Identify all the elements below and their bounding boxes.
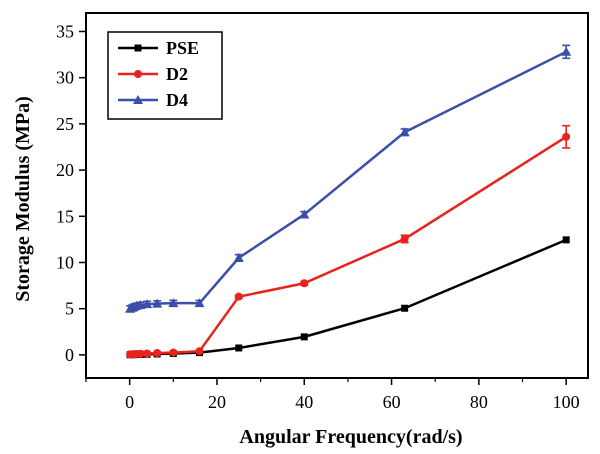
- x-tick-label: 100: [553, 392, 580, 412]
- data-point: [561, 46, 572, 56]
- data-point: [169, 348, 178, 357]
- data-point: [136, 349, 145, 358]
- plot-frame-layer: [85, 12, 589, 379]
- data-point: [142, 299, 153, 309]
- data-point: [401, 304, 409, 312]
- legend: PSE D2 D4: [107, 31, 223, 120]
- data-point: [299, 209, 310, 219]
- data-point: [235, 344, 243, 352]
- data-point: [300, 333, 308, 341]
- legend-marker: [133, 95, 143, 104]
- legend-label: D2: [166, 64, 188, 84]
- y-tick-label: 5: [65, 299, 74, 319]
- x-tick-label: 20: [208, 392, 226, 412]
- legend-item-d4: D4: [118, 90, 188, 110]
- y-tick-label: 30: [56, 68, 74, 88]
- y-axis-title: Storage Modulus (MPa): [12, 96, 34, 302]
- data-point: [562, 132, 571, 141]
- legend-marker: [134, 44, 142, 52]
- data-point: [168, 298, 179, 308]
- y-tick-label: 20: [56, 160, 74, 180]
- series-d2: [126, 124, 571, 359]
- data-point: [152, 298, 163, 308]
- x-tick-label: 0: [125, 392, 134, 412]
- data-point: [234, 292, 243, 301]
- x-axis-ticks: 0 20 40 60 80 100: [85, 378, 580, 412]
- y-axis-ticks: 0 5 10 15 20 25 30 35: [56, 21, 86, 365]
- legend-label: PSE: [166, 38, 199, 58]
- series-pse: [126, 236, 570, 359]
- data-point: [143, 349, 152, 358]
- data-point: [153, 349, 162, 358]
- y-tick-label: 25: [56, 114, 74, 134]
- series-line: [130, 238, 567, 356]
- data-point: [195, 347, 204, 356]
- data-point: [399, 127, 410, 137]
- legend-box: [107, 31, 223, 120]
- legend-marker: [134, 70, 142, 78]
- series-line: [129, 135, 567, 356]
- data-point: [233, 252, 244, 262]
- x-tick-label: 40: [295, 392, 313, 412]
- x-tick-label: 80: [470, 392, 488, 412]
- legend-label: D4: [166, 90, 188, 110]
- y-tick-label: 0: [65, 345, 74, 365]
- y-tick-label: 15: [56, 206, 74, 226]
- y-tick-label: 10: [56, 252, 74, 272]
- data-point: [300, 279, 309, 288]
- plot-frame: [85, 12, 589, 379]
- data-point: [562, 236, 570, 244]
- series-d4: [125, 44, 572, 313]
- y-tick-label: 35: [56, 21, 74, 41]
- data-point: [400, 234, 409, 243]
- legend-item-pse: PSE: [118, 38, 199, 58]
- series-layer: [125, 44, 572, 359]
- x-axis-title: Angular Frequency(rad/s): [239, 426, 462, 448]
- legend-item-d2: D2: [118, 64, 188, 84]
- x-tick-label: 60: [383, 392, 401, 412]
- data-point: [194, 298, 205, 308]
